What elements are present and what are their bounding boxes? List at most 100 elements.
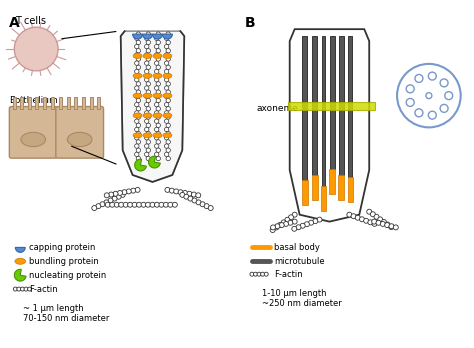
Circle shape [146,48,151,53]
Text: F-actin: F-actin [29,285,58,294]
Bar [59,97,62,109]
Circle shape [136,57,141,61]
Circle shape [135,119,139,124]
Circle shape [164,45,169,49]
Circle shape [385,222,390,227]
Circle shape [155,127,159,132]
Circle shape [155,53,159,57]
Circle shape [261,272,264,276]
Ellipse shape [163,113,172,118]
Circle shape [135,86,139,90]
Circle shape [156,132,161,136]
Circle shape [283,221,289,227]
Circle shape [254,272,257,276]
Circle shape [156,32,161,36]
Circle shape [155,61,159,65]
Circle shape [136,40,141,45]
Circle shape [155,36,159,40]
Circle shape [155,69,159,74]
Circle shape [17,287,21,291]
Circle shape [145,78,149,82]
Circle shape [292,219,297,224]
Circle shape [146,106,151,111]
Circle shape [415,109,423,117]
Circle shape [385,223,390,228]
Circle shape [135,53,139,57]
Circle shape [166,132,170,136]
Circle shape [355,215,360,220]
Bar [288,102,375,110]
Circle shape [166,65,170,70]
Circle shape [123,202,128,207]
Circle shape [166,98,170,103]
Circle shape [146,132,151,136]
Circle shape [135,45,139,49]
Circle shape [372,221,377,226]
Circle shape [188,196,193,201]
Ellipse shape [21,132,46,147]
Bar [329,169,336,194]
Text: Epithelium: Epithelium [9,96,58,105]
Circle shape [428,72,436,80]
Circle shape [164,127,169,132]
Circle shape [204,204,209,209]
Circle shape [166,73,170,78]
Bar [28,97,31,109]
Circle shape [182,190,188,196]
Circle shape [146,90,151,94]
Circle shape [118,190,122,196]
Ellipse shape [153,113,162,118]
Circle shape [156,98,161,103]
Circle shape [155,111,159,115]
Bar [348,36,352,177]
Circle shape [135,127,139,132]
Circle shape [156,90,161,94]
Circle shape [164,202,168,207]
Circle shape [146,65,151,70]
Circle shape [155,202,159,207]
Circle shape [156,123,161,127]
Circle shape [150,202,155,207]
Circle shape [166,57,170,61]
Circle shape [136,115,141,119]
Circle shape [109,192,114,197]
Circle shape [135,94,139,98]
Circle shape [292,226,297,231]
Circle shape [378,217,383,222]
Circle shape [159,202,164,207]
Text: capping protein: capping protein [29,243,96,252]
Circle shape [145,53,149,57]
Circle shape [156,57,161,61]
Circle shape [136,148,141,152]
Circle shape [164,53,169,57]
Circle shape [313,219,318,224]
Circle shape [24,287,28,291]
Circle shape [155,45,159,49]
Circle shape [440,79,448,87]
Circle shape [13,287,17,291]
Circle shape [187,191,192,196]
Circle shape [370,212,375,217]
Circle shape [166,140,170,144]
Circle shape [141,202,146,207]
Wedge shape [163,34,173,39]
Circle shape [27,287,32,291]
Circle shape [135,69,139,74]
Circle shape [146,98,151,103]
Circle shape [164,102,169,107]
Circle shape [146,148,151,152]
Circle shape [145,45,149,49]
Polygon shape [121,31,184,182]
Circle shape [146,202,151,207]
Circle shape [166,156,170,161]
FancyBboxPatch shape [9,106,57,158]
Circle shape [108,198,113,203]
Circle shape [164,61,169,65]
Circle shape [406,85,414,93]
Ellipse shape [143,73,152,78]
Circle shape [155,102,159,107]
Circle shape [166,48,170,53]
Ellipse shape [153,73,162,78]
Circle shape [445,92,453,100]
Circle shape [192,198,197,203]
